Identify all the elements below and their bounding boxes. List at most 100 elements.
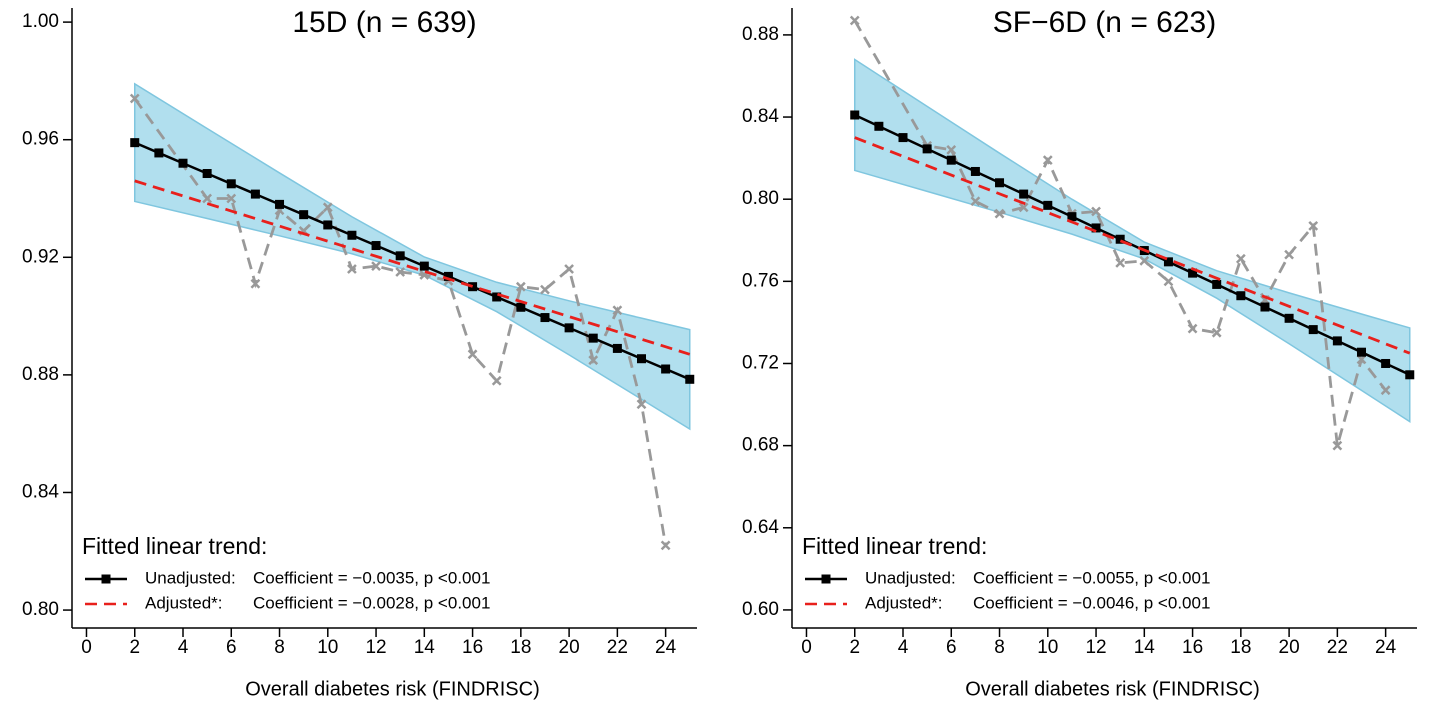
x-tick-label: 20	[559, 637, 580, 658]
point	[1308, 221, 1319, 231]
point	[636, 399, 647, 410]
point	[564, 323, 574, 333]
y-tick-label: 0.68	[742, 435, 779, 456]
series-line	[854, 136, 1411, 355]
point	[540, 284, 550, 295]
point	[467, 349, 478, 360]
panel: 0.800.840.880.920.961.000 2 4 6 8 10 12 14 16 18 2…	[22, 6, 697, 700]
series-line	[134, 141, 691, 381]
point	[322, 202, 333, 213]
x-tick-label: 8	[994, 637, 1005, 658]
legend-label: Unadjusted:	[145, 568, 236, 587]
y-tick-label: 0.64	[742, 517, 779, 538]
y-tick-label: 0.80	[22, 599, 59, 620]
point	[299, 210, 309, 220]
x-tick-label: 10	[317, 637, 338, 658]
point	[1332, 336, 1342, 346]
x-tick-label: 24	[1375, 637, 1397, 658]
legend-marker	[101, 574, 111, 584]
x-tick-label: 2	[129, 637, 140, 658]
point	[395, 267, 406, 277]
point	[1115, 234, 1125, 244]
legend-title: Fitted linear trend:	[82, 533, 267, 559]
point	[347, 264, 357, 274]
point	[250, 189, 260, 199]
point	[612, 305, 623, 316]
point	[612, 343, 622, 353]
panel: 0.600.640.680.720.760.800.840.880 2 4 6 8 10 1…	[742, 6, 1417, 700]
x-tick-label: 22	[1327, 637, 1348, 658]
point	[540, 313, 550, 323]
x-tick-label: 4	[178, 637, 189, 658]
point	[1163, 257, 1173, 267]
point	[492, 292, 502, 302]
y-tick-label: 0.92	[22, 246, 59, 267]
point	[1187, 323, 1198, 334]
point	[636, 354, 646, 364]
x-tick-label: 16	[1182, 637, 1203, 658]
x-tick-label: 14	[1134, 637, 1156, 658]
point	[660, 540, 671, 551]
point	[1356, 347, 1366, 357]
point	[994, 208, 1005, 219]
x-tick-label: 0	[81, 637, 92, 658]
point	[468, 282, 478, 292]
y-tick-label: 0.88	[742, 24, 779, 45]
point	[1211, 327, 1222, 338]
x-tick-label: 6	[946, 637, 957, 658]
point	[1284, 249, 1294, 260]
x-tick-label: 24	[655, 637, 677, 658]
point	[1091, 223, 1101, 233]
x-tick-label: 10	[1037, 637, 1058, 658]
point	[443, 271, 453, 281]
point	[970, 196, 981, 207]
point	[1381, 358, 1391, 368]
point	[1163, 276, 1174, 287]
point	[1091, 206, 1101, 217]
point	[1405, 370, 1415, 380]
y-tick-label: 0.72	[742, 353, 779, 374]
y-tick-label: 0.84	[742, 106, 779, 127]
point	[685, 374, 695, 384]
point	[1236, 291, 1246, 301]
legend-label: Adjusted*:	[145, 593, 223, 612]
confidence-band	[853, 58, 1411, 423]
point	[419, 261, 429, 271]
point	[1043, 200, 1053, 210]
y-tick-label: 0.80	[742, 188, 779, 209]
x-tick-label: 6	[226, 637, 237, 658]
x-tick-label: 12	[365, 637, 386, 658]
x-tick-label: 12	[1085, 637, 1106, 658]
point	[226, 193, 237, 204]
point	[849, 15, 860, 26]
point	[1019, 189, 1029, 199]
point	[1018, 202, 1029, 213]
legend-marker	[821, 574, 831, 584]
x-tick-label: 2	[849, 637, 860, 658]
y-tick-label: 0.84	[22, 481, 59, 502]
point	[588, 333, 598, 343]
y-tick-label: 0.96	[22, 129, 59, 150]
point	[323, 220, 333, 230]
point	[515, 281, 526, 292]
point	[1332, 440, 1343, 451]
legend-note: Coefficient = −0.0028, p <0.001	[253, 593, 490, 612]
point	[1284, 313, 1294, 323]
point	[1139, 255, 1150, 266]
point	[1188, 268, 1198, 278]
point	[1380, 385, 1391, 396]
y-tick-label: 0.88	[22, 364, 59, 385]
legend-label: Unadjusted:	[865, 568, 956, 587]
point	[491, 375, 502, 386]
point	[946, 145, 957, 155]
point	[898, 133, 908, 143]
x-tick-label: 20	[1279, 637, 1300, 658]
x-tick-label: 16	[462, 637, 483, 658]
legend-title: Fitted linear trend:	[802, 533, 987, 559]
point	[874, 121, 884, 131]
y-tick-label: 1.00	[22, 11, 59, 32]
point	[1260, 302, 1270, 312]
x-tick-label: 18	[510, 637, 531, 658]
